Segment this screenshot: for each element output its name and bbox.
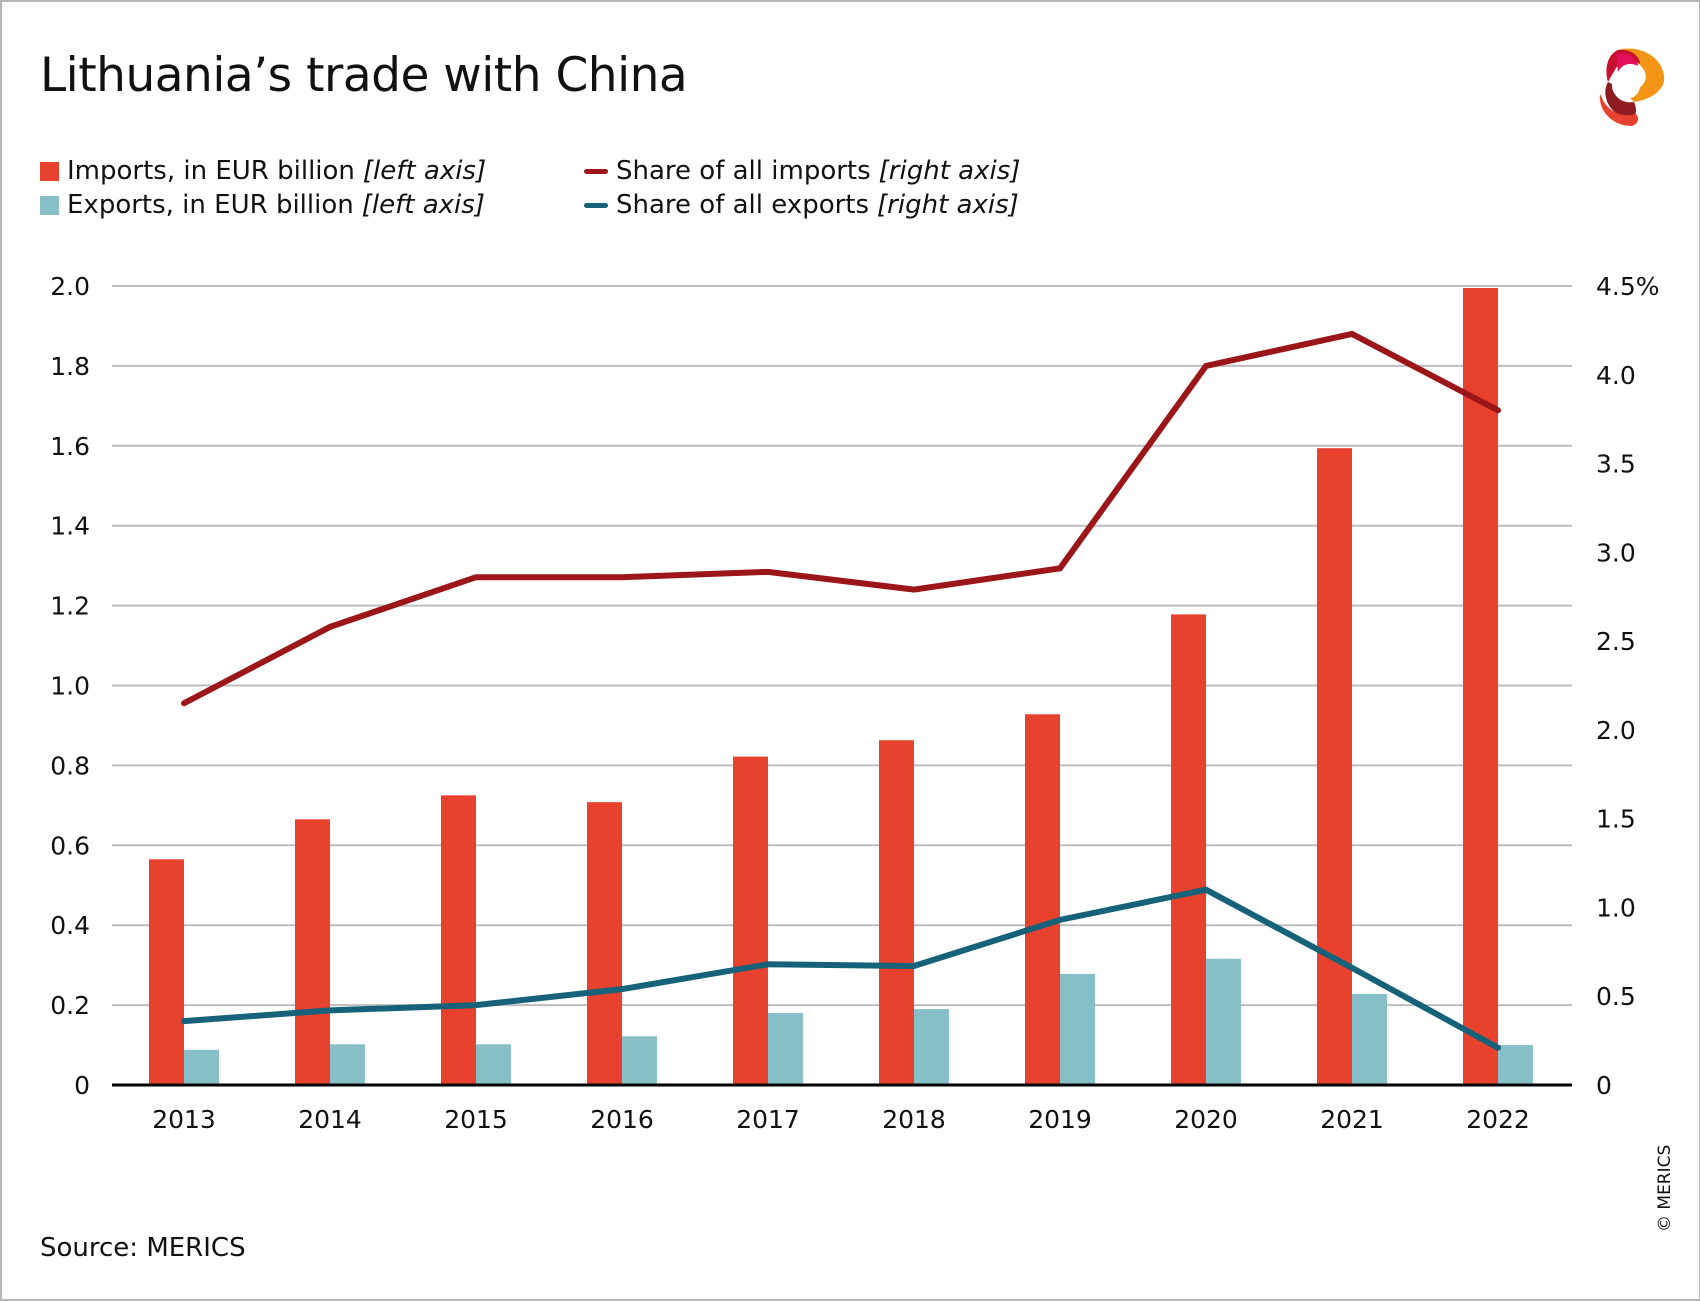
import-bar [733,757,768,1085]
x-axis-tick: 2018 [882,1105,946,1134]
x-axis-tick: 2017 [736,1105,800,1134]
export-bar [1060,974,1095,1085]
share-exports-line [184,890,1498,1048]
right-axis-tick: 3.0 [1596,538,1636,567]
import-bar [1025,714,1060,1085]
import-bar [441,795,476,1085]
left-axis-tick: 0.4 [50,911,90,940]
export-bar [1206,959,1241,1085]
x-axis-tick: 2016 [590,1105,654,1134]
right-axis-tick: 3.5 [1596,450,1636,479]
right-axis-tick: 1.5 [1596,805,1636,834]
left-axis-tick: 2.0 [50,272,90,301]
export-bar [768,1013,803,1085]
export-bar [1352,994,1387,1085]
x-axis-tick: 2022 [1466,1105,1530,1134]
x-axis-tick: 2021 [1320,1105,1384,1134]
x-axis-tick: 2013 [152,1105,216,1134]
source-note: Source: MERICS [40,1233,246,1263]
right-axis-tick: 1.0 [1596,893,1636,922]
export-bar [330,1044,365,1085]
left-axis-tick: 0.6 [50,831,90,860]
left-axis-tick: 1.6 [50,432,90,461]
import-bar [879,740,914,1085]
left-axis-tick: 0.2 [50,991,90,1020]
right-axis-tick: 2.5 [1596,627,1636,656]
right-axis-tick: 0 [1596,1071,1612,1100]
right-axis-tick: 4.0 [1596,361,1636,390]
left-axis-tick: 1.0 [50,672,90,701]
export-bar [914,1009,949,1085]
left-axis-tick: 1.2 [50,592,90,621]
export-bar [622,1036,657,1085]
import-bar [149,859,184,1085]
export-bar [476,1044,511,1085]
export-bar [184,1050,219,1085]
left-axis-tick: 0 [74,1071,90,1100]
x-axis-tick: 2020 [1174,1105,1238,1134]
left-axis-tick: 1.8 [50,352,90,381]
left-axis-tick: 1.4 [50,512,90,541]
import-bar [295,819,330,1085]
share-imports-line [184,334,1498,703]
right-axis-tick: 2.0 [1596,716,1636,745]
export-bar [1498,1045,1533,1085]
right-axis-tick: 0.5 [1596,982,1636,1011]
import-bar [587,802,622,1085]
x-axis-tick: 2014 [298,1105,362,1134]
copyright-note: © MERICS [1655,1145,1675,1232]
import-bar [1317,448,1352,1085]
x-axis-tick: 2015 [444,1105,508,1134]
import-bar [1171,614,1206,1085]
left-axis-tick: 0.8 [50,751,90,780]
x-axis-tick: 2019 [1028,1105,1092,1134]
right-axis-tick: 4.5% [1596,272,1660,301]
